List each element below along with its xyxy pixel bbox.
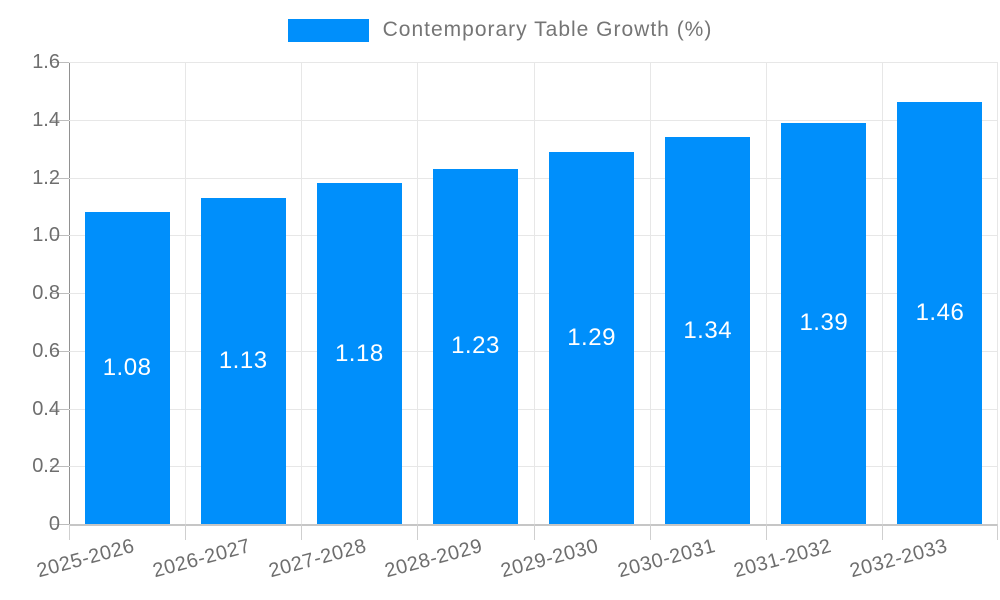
bar-value-label: 1.13 [218,346,268,374]
bar-value-label: 1.18 [334,339,384,367]
y-tick-label: 1.0 [32,224,60,247]
bar-value-label: 1.23 [451,332,500,360]
legend[interactable]: Contemporary Table Growth (%) [0,18,1000,42]
x-gridline [881,62,883,524]
y-tick-label: 0.4 [32,397,60,420]
bar-2026-2027[interactable]: 1.13 [200,197,286,524]
legend-swatch [287,18,369,42]
bar-2030-2031[interactable]: 1.34 [665,137,751,524]
x-gridline [301,62,303,524]
x-category-label: 2025-2026 [34,535,137,583]
bar-value-label: 1.34 [683,316,733,344]
y-tick-label: 1.2 [32,166,60,189]
bar-value-label: 1.08 [102,354,152,382]
x-gridline [997,62,998,524]
x-tick-mark [533,524,535,540]
plot-area: 0 0.2 0.4 0.6 0.8 1.0 1.2 1.4 1.6 1.08 1.13 1.18 1.2… [32,51,998,582]
bar-2028-2029[interactable]: 1.23 [432,168,518,524]
x-category-label: 2030-2031 [614,535,718,583]
y-tick-label: 0.6 [32,339,60,362]
x-tick-mark [185,524,187,540]
y-tick-mark [50,293,69,294]
y-tick-mark [50,62,69,63]
y-tick-mark [50,177,69,179]
bar-2032-2033[interactable]: 1.46 [897,102,983,524]
legend-label: Contemporary Table Growth (%) [382,18,713,41]
bar-value-label: 1.46 [915,299,965,327]
x-tick-mark [881,524,883,540]
x-tick-mark [765,524,767,540]
x-category-label: 2029-2030 [498,535,602,583]
bar-2029-2030[interactable]: 1.29 [549,151,635,524]
y-tick-mark [50,235,69,237]
y-tick-label: 0.2 [32,455,60,478]
y-tick-mark [50,119,69,121]
x-tick-mark [69,524,70,540]
x-category-label: 2027-2028 [266,535,370,583]
y-tick-label: 0.8 [32,282,60,304]
x-gridline [649,62,651,524]
x-gridline [765,62,767,524]
x-tick-mark [649,524,651,540]
x-tick-mark [997,524,998,540]
x-gridline [417,62,419,524]
x-category-label: 2028-2029 [382,535,486,583]
y-tick-label: 0 [48,513,60,535]
y-tick-mark [50,350,69,352]
x-tick-mark [301,524,303,540]
y-tick-mark [50,524,69,525]
x-category-label: 2032-2033 [847,535,950,583]
x-gridline [533,62,535,524]
x-gridline [185,62,187,524]
y-tick-mark [50,408,69,410]
x-category-label: 2026-2027 [150,535,253,583]
x-tick-mark [417,524,419,540]
bar-value-label: 1.39 [799,309,849,337]
x-category-label: 2031-2032 [731,535,834,583]
y-tick-label: 1.4 [32,108,60,131]
y-tick-label: 1.6 [32,51,60,73]
bar-2027-2028[interactable]: 1.18 [316,183,402,524]
bar-2031-2032[interactable]: 1.39 [781,122,867,524]
y-tick-mark [50,466,69,468]
bar-2025-2026[interactable]: 1.08 [84,212,170,524]
bar-value-label: 1.29 [567,323,616,351]
